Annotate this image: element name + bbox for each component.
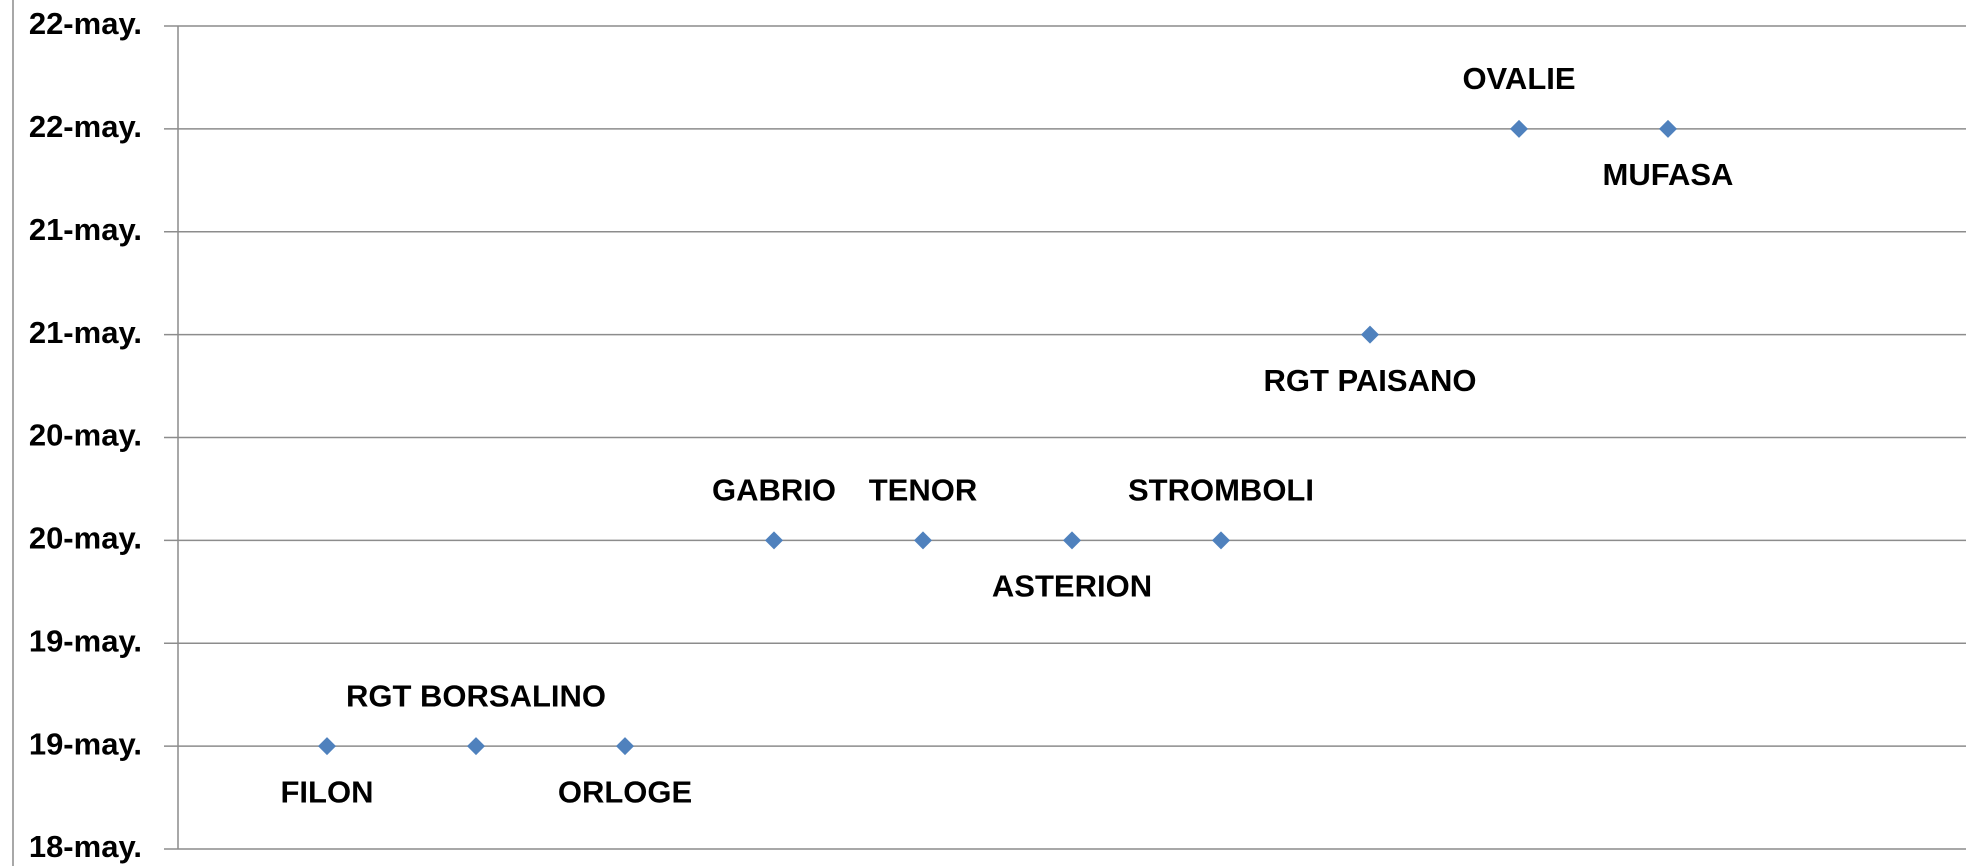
marker	[318, 737, 336, 756]
data-label: RGT PAISANO	[1264, 363, 1477, 398]
data-label: TENOR	[869, 473, 978, 508]
marker	[1510, 119, 1528, 138]
marker	[1361, 325, 1379, 344]
data-label: GABRIO	[712, 473, 836, 508]
y-tick-label: 20-may.	[29, 521, 142, 556]
marker	[914, 531, 932, 550]
data-label: STROMBOLI	[1128, 473, 1314, 508]
marker	[1659, 119, 1677, 138]
data-label: MUFASA	[1603, 157, 1734, 192]
y-tick-label: 22-may.	[29, 109, 142, 144]
marker	[616, 737, 634, 756]
data-label: RGT BORSALINO	[346, 678, 606, 713]
marker	[467, 737, 485, 756]
y-tick-label: 22-may.	[29, 6, 142, 41]
data-label: ORLOGE	[558, 774, 692, 809]
y-tick-label: 19-may.	[29, 726, 142, 761]
marker	[1212, 531, 1230, 550]
marker	[765, 531, 783, 550]
y-tick-label: 19-may.	[29, 623, 142, 658]
data-label: OVALIE	[1462, 61, 1575, 96]
marker	[1063, 531, 1081, 550]
y-tick-label: 21-may.	[29, 212, 142, 247]
data-label: ASTERION	[992, 569, 1152, 604]
y-tick-label: 20-may.	[29, 418, 142, 453]
y-tick-label: 18-may.	[29, 829, 142, 864]
y-tick-label: 21-may.	[29, 315, 142, 350]
data-label: FILON	[281, 774, 374, 809]
